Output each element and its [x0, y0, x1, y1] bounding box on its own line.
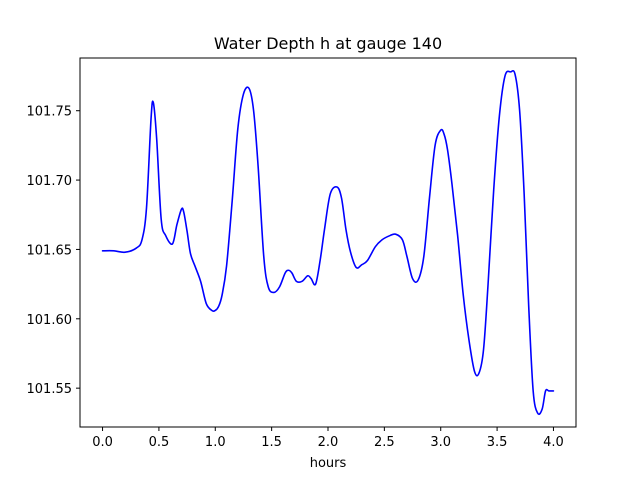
- x-tick-label: 3.5: [487, 435, 508, 450]
- y-tick-label: 101.55: [27, 382, 73, 397]
- x-tick-label: 0.5: [149, 435, 170, 450]
- x-tick-label: 4.0: [543, 435, 564, 450]
- x-tick-label: 2.5: [374, 435, 395, 450]
- x-axis-title: hours: [310, 456, 347, 471]
- x-tick-label: 2.0: [318, 435, 339, 450]
- chart-title: Water Depth h at gauge 140: [214, 34, 442, 53]
- x-tick-label: 1.0: [205, 435, 226, 450]
- y-tick-label: 101.75: [27, 105, 73, 120]
- x-tick-label: 3.0: [430, 435, 451, 450]
- y-tick-label: 101.60: [27, 313, 73, 328]
- x-tick-label: 0.0: [92, 435, 113, 450]
- series-line-0: [101, 69, 555, 416]
- y-tick-label: 101.65: [27, 243, 73, 258]
- y-axis: 101.55 101.60 101.65 101.70 101.75: [27, 105, 80, 397]
- x-axis: 0.0 0.5 1.0 1.5 2.0 2.5 3.0 3.5 4.0: [92, 427, 564, 450]
- plot-area: [80, 58, 576, 427]
- y-tick-label: 101.70: [27, 174, 73, 189]
- x-tick-label: 1.5: [261, 435, 282, 450]
- series-layer: [101, 69, 555, 416]
